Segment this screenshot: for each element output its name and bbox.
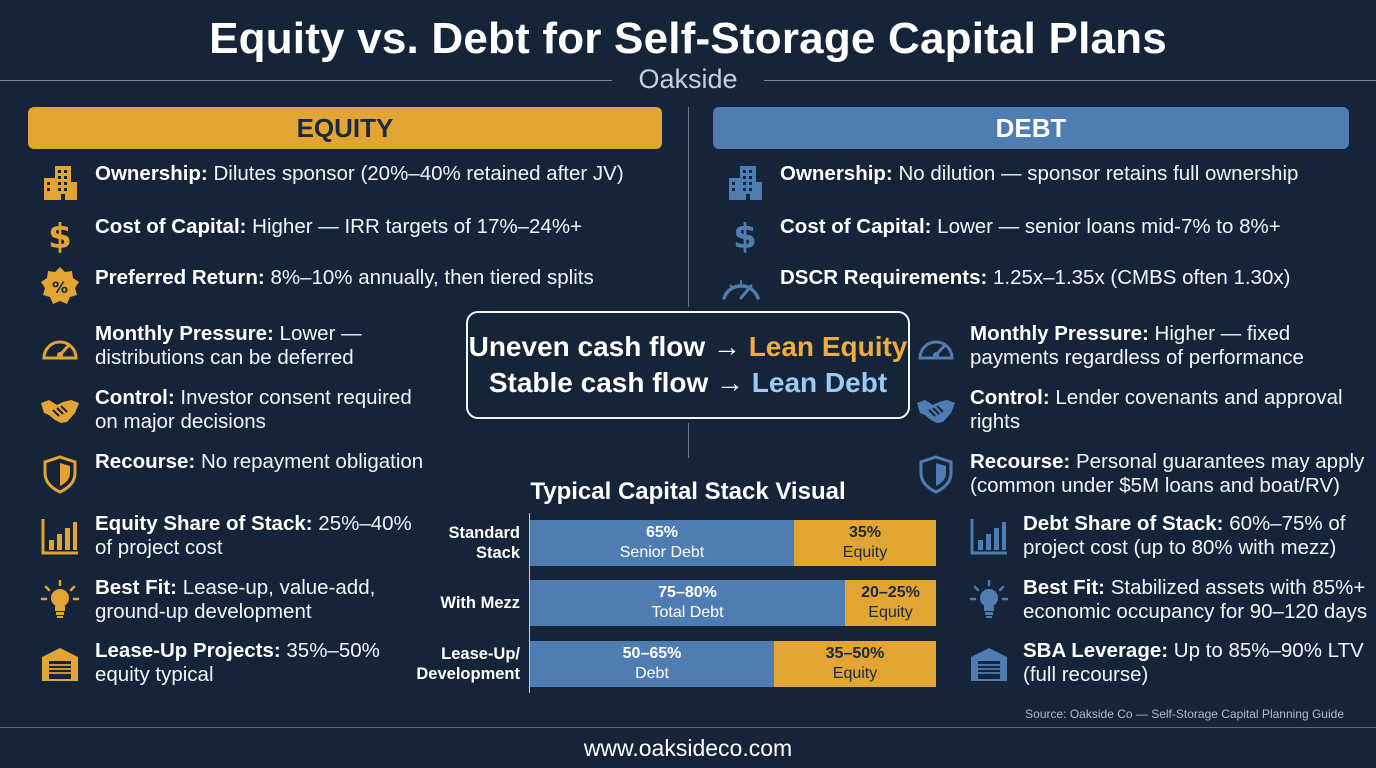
item-text: Investor consent required on major decis… xyxy=(95,386,412,433)
bar-chart-icon xyxy=(969,516,1009,556)
callout-prefix: Uneven cash flow → xyxy=(468,331,749,362)
equity-banner: EQUITY xyxy=(28,107,662,149)
item-text: Lower — senior loans mid-7% to 8%+ xyxy=(931,215,1281,238)
item-label: Preferred Return: xyxy=(95,266,265,289)
item-label: Control: xyxy=(970,386,1050,409)
percent-badge-icon: % xyxy=(40,266,80,306)
equity-percent: 20–25% xyxy=(861,584,920,601)
item-text: 35%–50% equity typical xyxy=(95,639,380,686)
item-text: Personal guarantees may apply (common un… xyxy=(970,450,1365,497)
item-text: No repayment obligation xyxy=(195,450,424,473)
stack-row-label: With Mezz xyxy=(440,594,520,612)
shield-icon xyxy=(40,454,80,494)
item-label: DSCR Requirements: xyxy=(780,266,988,289)
stack-row-label: Standard Stack xyxy=(448,524,520,562)
dollar-icon: $ xyxy=(40,215,80,255)
equity-percent: 35–50% xyxy=(825,645,885,662)
building-icon xyxy=(725,162,765,202)
item-text: Lender covenants and approval rights xyxy=(970,386,1343,433)
item-text: Dilutes sponsor (20%–40% retained after … xyxy=(207,162,624,185)
item-label: Recourse: xyxy=(95,450,196,473)
speedometer-icon xyxy=(721,266,761,306)
lean-equity-text: Lean Equity xyxy=(748,331,908,362)
handshake-icon xyxy=(40,390,80,430)
dollar-icon: $ xyxy=(725,215,765,255)
item-text: Higher — fixed payments regardless of pe… xyxy=(970,322,1304,369)
item-label: Recourse: xyxy=(970,450,1071,473)
equity-percent: 35% xyxy=(848,524,882,541)
source-note: Source: Oakside Co — Self-Storage Capita… xyxy=(1025,707,1344,721)
stack-equity-segment: 35–50% Equity xyxy=(774,641,936,687)
item-label: Best Fit: xyxy=(95,576,177,599)
stack-debt-segment: 75–80% Total Debt xyxy=(530,580,845,626)
debt-segment-label: Debt xyxy=(635,665,669,682)
stack-row-label: Lease-Up/ Development xyxy=(416,645,520,683)
item-label: Lease-Up Projects: xyxy=(95,639,281,662)
footer-rule xyxy=(0,727,1376,728)
callout-prefix: Stable cash flow → xyxy=(488,367,752,398)
capital-stack-title: Typical Capital Stack Visual xyxy=(530,478,846,505)
item-label: Debt Share of Stack: xyxy=(1023,512,1224,535)
svg-text:%: % xyxy=(52,278,68,297)
stack-debt-segment: 65% Senior Debt xyxy=(530,520,794,566)
debt-percent: 75–80% xyxy=(658,584,717,601)
storage-unit-icon xyxy=(40,643,80,683)
item-label: Equity Share of Stack: xyxy=(95,512,313,535)
page-title: Equity vs. Debt for Self-Storage Capital… xyxy=(209,14,1167,63)
item-text: Lease-up, value-add, ground-up developme… xyxy=(95,576,376,623)
item-text: Higher — IRR targets of 17%–24%+ xyxy=(246,215,583,238)
equity-segment-label: Equity xyxy=(832,665,878,682)
item-label: SBA Leverage: xyxy=(1023,639,1169,662)
item-text: 25%–40% of project cost xyxy=(95,512,412,559)
item-label: Cost of Capital: xyxy=(95,215,247,238)
stack-debt-segment: 50–65% Debt xyxy=(530,641,774,687)
debt-percent: 50–65% xyxy=(622,645,682,662)
callout-line-equity: Uneven cash flow → Lean Equity xyxy=(468,329,908,365)
svg-text:$: $ xyxy=(733,217,757,255)
equity-segment-label: Equity xyxy=(842,544,888,561)
bar-chart-icon xyxy=(40,516,80,556)
debt-banner: DEBT xyxy=(713,107,1349,149)
handshake-icon xyxy=(916,390,956,430)
capital-stack-axis xyxy=(529,513,530,693)
svg-text:$: $ xyxy=(48,217,72,255)
callout-line-debt: Stable cash flow → Lean Debt xyxy=(468,365,908,401)
item-text: 1.25x–1.35x (CMBS often 1.30x) xyxy=(987,266,1291,289)
lightbulb-icon xyxy=(969,580,1009,620)
item-text: Lower — distributions can be deferred xyxy=(95,322,362,369)
item-label: Cost of Capital: xyxy=(780,215,932,238)
center-divider-bottom xyxy=(688,423,689,458)
item-label: Control: xyxy=(95,386,175,409)
stack-equity-segment: 35% Equity xyxy=(794,520,936,566)
item-label: Ownership: xyxy=(95,162,208,185)
title-rule-left xyxy=(0,80,612,81)
item-label: Best Fit: xyxy=(1023,576,1105,599)
equity-segment-label: Equity xyxy=(868,604,913,621)
item-label: Monthly Pressure: xyxy=(970,322,1149,345)
gauge-icon xyxy=(40,328,80,368)
item-text: 60%–75% of project cost (up to 80% with … xyxy=(1023,512,1346,559)
lightbulb-icon xyxy=(40,580,80,620)
debt-segment-label: Total Debt xyxy=(651,604,724,621)
item-text: Stabilized assets with 85%+ economic occ… xyxy=(1023,576,1368,623)
debt-segment-label: Senior Debt xyxy=(619,544,705,561)
shield-icon xyxy=(916,454,956,494)
footer-url[interactable]: www.oaksideco.com xyxy=(583,735,793,761)
item-label: Ownership: xyxy=(780,162,893,185)
item-label: Monthly Pressure: xyxy=(95,322,274,345)
storage-unit-icon xyxy=(969,643,1009,683)
item-text: Up to 85%–90% LTV (full recourse) xyxy=(1023,639,1364,686)
lean-debt-text: Lean Debt xyxy=(751,367,888,398)
center-divider-top xyxy=(688,107,689,307)
item-text: 8%–10% annually, then tiered splits xyxy=(264,266,594,289)
brand-name: Oakside xyxy=(638,64,738,94)
title-rule-right xyxy=(764,80,1376,81)
building-icon xyxy=(40,162,80,202)
item-text: No dilution — sponsor retains full owner… xyxy=(892,162,1299,185)
gauge-icon xyxy=(916,328,956,368)
stack-equity-segment: 20–25% Equity xyxy=(845,580,936,626)
debt-percent: 65% xyxy=(645,524,679,541)
cash-flow-callout: Uneven cash flow → Lean Equity Stable ca… xyxy=(466,311,910,419)
